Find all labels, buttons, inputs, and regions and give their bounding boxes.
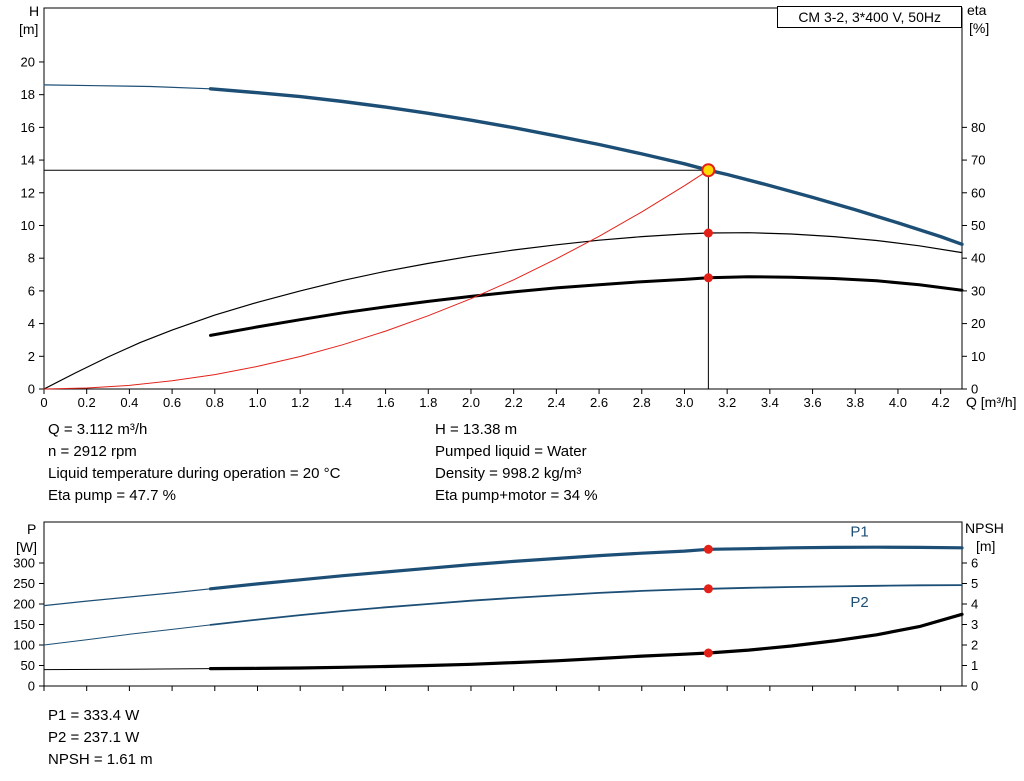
result-line-n: n = 2912 rpm (48, 443, 137, 460)
svg-text:P2: P2 (850, 594, 868, 611)
svg-text:0: 0 (971, 679, 978, 694)
svg-text:2: 2 (28, 349, 35, 364)
duty-point-results-left: Q = 3.112 m³/h n = 2912 rpm Liquid tempe… (48, 419, 340, 507)
svg-text:3.4: 3.4 (761, 395, 779, 410)
svg-text:14: 14 (21, 153, 35, 168)
duty-point-results-right: H = 13.38 m Pumped liquid = Water Densit… (435, 419, 598, 507)
svg-text:12: 12 (21, 185, 35, 200)
power-npsh-chart: 0 50 100 150 200 250 300 0 1 2 3 4 5 6 P1 P2 (13, 521, 978, 694)
result-line-density: Density = 998.2 kg/m³ (435, 465, 582, 482)
svg-text:5: 5 (971, 576, 978, 591)
svg-text:4: 4 (28, 316, 35, 331)
eta-axis-letter: eta (967, 2, 987, 18)
svg-text:1.2: 1.2 (291, 395, 309, 410)
result-line-npsh: NPSH = 1.61 m (48, 751, 153, 768)
svg-text:3.6: 3.6 (804, 395, 822, 410)
result-line-eta-pump-motor: Eta pump+motor = 34 % (435, 487, 598, 504)
svg-text:0.2: 0.2 (78, 395, 96, 410)
svg-text:2.8: 2.8 (633, 395, 651, 410)
svg-text:0.6: 0.6 (163, 395, 181, 410)
svg-text:30: 30 (971, 283, 985, 298)
svg-text:1.6: 1.6 (377, 395, 395, 410)
result-line-p1: P1 = 333.4 W (48, 707, 140, 724)
model-title-box: CM 3-2, 3*400 V, 50Hz (777, 6, 962, 28)
result-line-h: H = 13.38 m (435, 421, 518, 438)
qh-eta-chart: 0 0.2 0.4 0.6 0.8 1.0 1.2 1.4 1.6 1.8 2.0 2.2 2.4 2.6… (21, 7, 985, 410)
svg-text:80: 80 (971, 120, 985, 135)
svg-text:250: 250 (13, 576, 35, 591)
svg-text:200: 200 (13, 597, 35, 612)
result-line-p2: P2 = 237.1 W (48, 729, 140, 746)
svg-text:1.8: 1.8 (419, 395, 437, 410)
svg-text:3.8: 3.8 (846, 395, 864, 410)
svg-text:2: 2 (971, 638, 978, 653)
svg-text:0: 0 (40, 395, 47, 410)
svg-text:40: 40 (971, 251, 985, 266)
svg-text:4: 4 (971, 597, 978, 612)
svg-text:2.2: 2.2 (505, 395, 523, 410)
svg-text:16: 16 (21, 120, 35, 135)
p-axis-unit: [W] (16, 539, 37, 555)
svg-text:18: 18 (21, 87, 35, 102)
svg-text:20: 20 (21, 54, 35, 69)
result-line-liquid: Pumped liquid = Water (435, 443, 587, 460)
result-line-temp: Liquid temperature during operation = 20… (48, 465, 341, 482)
q-axis-title: Q [m³/h] (966, 394, 1017, 410)
npsh-axis-unit: [m] (976, 538, 996, 554)
svg-text:70: 70 (971, 153, 985, 168)
svg-text:6: 6 (28, 283, 35, 298)
svg-text:50: 50 (21, 658, 35, 673)
svg-text:8: 8 (28, 251, 35, 266)
svg-text:1.0: 1.0 (248, 395, 266, 410)
eta-axis-unit: [%] (969, 20, 990, 36)
h-axis-letter: H (29, 3, 40, 19)
svg-text:150: 150 (13, 617, 35, 632)
svg-text:0.4: 0.4 (120, 395, 138, 410)
svg-text:60: 60 (971, 185, 985, 200)
svg-text:10: 10 (971, 349, 985, 364)
svg-text:2.0: 2.0 (462, 395, 480, 410)
svg-text:300: 300 (13, 556, 35, 571)
svg-text:3.0: 3.0 (675, 395, 693, 410)
svg-text:2.4: 2.4 (547, 395, 565, 410)
svg-text:6: 6 (971, 556, 978, 571)
result-line-eta-pump: Eta pump = 47.7 % (48, 487, 176, 504)
result-line-q: Q = 3.112 m³/h (48, 421, 148, 438)
power-results: P1 = 333.4 W P2 = 237.1 W NPSH = 1.61 m (48, 705, 153, 771)
svg-text:2.6: 2.6 (590, 395, 608, 410)
svg-text:P1: P1 (850, 523, 868, 540)
svg-text:50: 50 (971, 218, 985, 233)
svg-text:0: 0 (28, 382, 35, 397)
h-axis-unit: [m] (19, 21, 39, 37)
svg-text:3: 3 (971, 617, 978, 632)
svg-text:20: 20 (971, 316, 985, 331)
svg-text:10: 10 (21, 218, 35, 233)
npsh-axis-letter: NPSH (965, 520, 1004, 536)
svg-text:4.0: 4.0 (889, 395, 907, 410)
svg-text:1: 1 (971, 658, 978, 673)
svg-text:0.8: 0.8 (206, 395, 224, 410)
p-axis-letter: P (27, 521, 37, 537)
svg-text:100: 100 (13, 638, 35, 653)
svg-text:4.2: 4.2 (932, 395, 950, 410)
svg-text:3.2: 3.2 (718, 395, 736, 410)
svg-text:1.4: 1.4 (334, 395, 352, 410)
svg-text:0: 0 (28, 679, 35, 694)
svg-text:0: 0 (971, 382, 978, 397)
